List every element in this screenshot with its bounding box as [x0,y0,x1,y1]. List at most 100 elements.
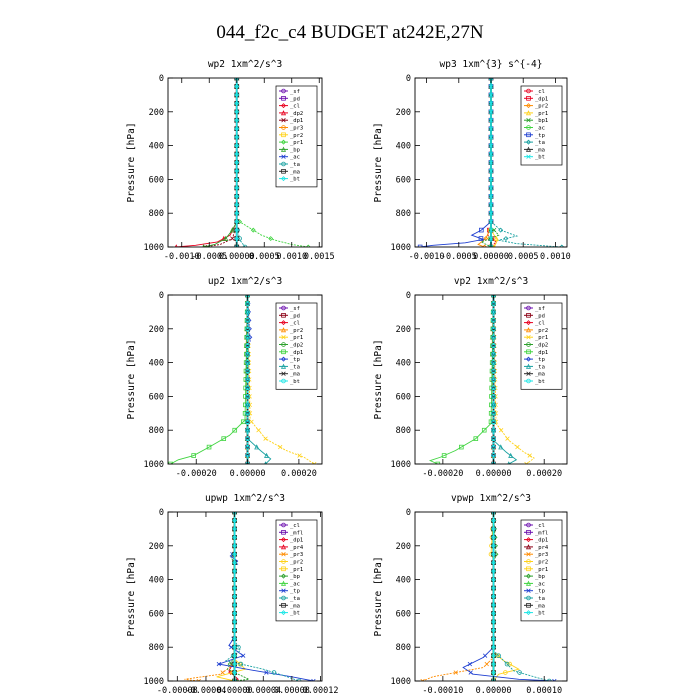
series-point [232,526,238,532]
series-point [245,385,250,391]
legend-marker [526,573,531,579]
series-point [488,227,494,233]
legend-label: _bt [535,379,545,385]
legend-marker [526,132,531,138]
panel-6: vpwp 1xm^2/s^3 Pressure [hPa] 0 200 400 600 80… [373,493,568,696]
series-point [488,160,494,165]
series-point [479,227,484,233]
legend-label: _ta [290,596,300,602]
series-point [245,343,250,349]
x-tick-label: 0.00000 [217,686,253,696]
series-point [216,661,222,667]
legend-marker [281,595,286,601]
legend-label: _ta [535,596,545,602]
legend-marker [281,573,286,579]
series-point [196,678,201,681]
legend-marker [526,96,531,101]
series-point [230,236,235,241]
legend-marker [280,363,287,369]
series-point [234,185,240,191]
y-tick-label: 0 [406,74,411,84]
x-tick-label: -0.00020 [176,469,217,479]
legend-marker [526,335,531,340]
series-point [220,670,225,675]
x-tick-label: 0.00020 [526,469,562,479]
panel-title: vpwp 1xm^2/s^3 [451,493,531,504]
series-point [488,168,494,174]
panel-1: wp2 1xm^2/s^3 Pressure [hPa] 0 200 400 600 800… [126,59,335,262]
series-point [524,461,529,464]
legend-label: _ma [535,372,545,378]
legend-marker [525,580,532,586]
x-tick-label: 0.0005 [508,252,539,262]
series-point [484,661,489,667]
legend-marker [525,327,532,333]
legend: _sf_pd _cl_dp2_dp1 _pr3_pr2_pr1_bp _ac_ta_m… [275,85,318,188]
series-point [232,517,238,523]
series-point [242,244,248,247]
legend-marker [526,610,531,616]
series-line-pr1 [493,295,535,464]
y-tick-label: 800 [149,209,164,219]
legend-marker [281,305,286,311]
legend-label: _sf [290,306,300,312]
series-point [491,543,496,549]
series-point [491,653,496,659]
legend-label: _ta [290,364,300,370]
series-point [498,227,504,233]
legend-label: _dp2 [290,343,303,349]
series-point [245,318,250,323]
y-tick-label: 1000 [391,460,411,470]
x-tick-label: 0.00000 [219,252,255,262]
legend-marker [526,342,531,347]
series-point [491,526,496,532]
legend-label: _pr2 [535,104,548,110]
series-point [507,661,513,667]
series-point [498,444,504,450]
series-line-dp2 [176,78,238,247]
series-point [493,235,499,241]
series-point [491,318,496,323]
series-point [417,244,423,247]
series-point [268,236,274,242]
series-point [271,670,277,675]
legend-label: _dp1 [290,118,303,124]
y-tick-label: 600 [396,175,411,185]
series-line-pr3 [184,512,236,681]
legend-label: _pr1 [535,111,548,117]
x-tick-label: 0.0005 [249,252,280,262]
legend-label: _tp [535,357,545,363]
y-tick-label: 600 [396,392,411,402]
series-point [491,661,496,667]
y-tick-label: 1000 [391,243,411,253]
legend-marker [526,378,531,384]
series-point [488,126,494,131]
legend-label: _dp2 [535,343,548,349]
y-tick-label: 600 [149,392,164,402]
legend-marker [280,110,287,116]
series-point [245,301,250,306]
series-point [232,610,238,616]
series-point [245,326,250,332]
series-point [491,577,496,583]
legend-label: _pr1 [290,567,303,573]
legend-marker [526,371,531,376]
legend-label: _tp [290,357,300,363]
series-point [488,194,494,199]
series-point [234,236,240,242]
legend-label: _ma [290,169,300,175]
legend-marker [281,349,286,355]
series-point [491,326,496,332]
series-point [491,410,496,416]
legend-label: _ma [290,603,300,609]
legend-label: _cl [290,321,300,327]
series-point [234,126,240,132]
legend-label: _pd [290,96,300,102]
y-tick-label: 600 [396,609,411,619]
plot-frame [414,511,568,682]
series-point [491,343,496,349]
series-point [234,193,240,199]
legend-label: _pr2 [290,328,303,334]
figure-title: 044_f2c_c4 BUDGET at242E,27N [216,22,483,43]
legend-marker [526,305,531,311]
